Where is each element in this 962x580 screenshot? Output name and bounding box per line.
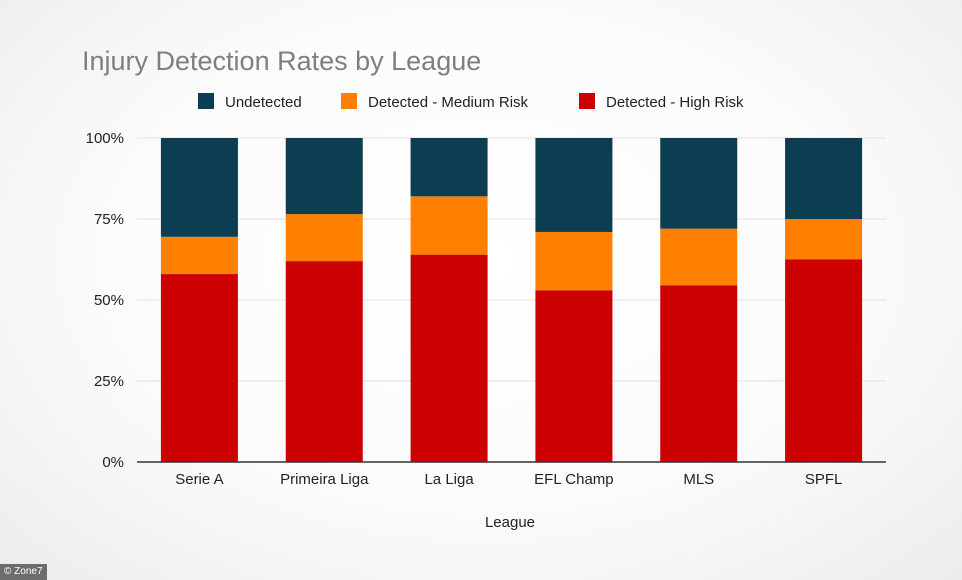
- bar-primeira-liga-detected-medium-risk: [285, 214, 363, 262]
- credit-label: © Zone7: [0, 564, 47, 580]
- bar-serie-a-undetected: [160, 138, 238, 237]
- x-tick-label: Serie A: [175, 471, 223, 488]
- y-tick-label: 100%: [86, 130, 124, 147]
- bar-mls-detected-medium-risk: [660, 228, 738, 286]
- legend-swatch-detected-high-risk: [579, 93, 595, 109]
- bar-spfl-undetected: [785, 138, 863, 219]
- bar-spfl-detected-medium-risk: [785, 219, 863, 260]
- x-tick-label: MLS: [683, 471, 714, 488]
- y-tick-label: 50%: [94, 292, 124, 309]
- bar-serie-a-detected-medium-risk: [160, 236, 238, 275]
- legend-label-detected-high-risk: Detected - High Risk: [606, 94, 744, 111]
- legend-swatch-undetected: [198, 93, 214, 109]
- x-axis: Serie A Primeira Liga La Liga EFL Champ MLS S…: [137, 461, 886, 488]
- y-tick-label: 0%: [102, 454, 124, 471]
- legend: Undetected Detected - Medium Risk Detected…: [198, 93, 744, 111]
- gridlines: [137, 137, 886, 382]
- legend-label-undetected: Undetected: [225, 94, 302, 111]
- y-tick-label: 75%: [94, 211, 124, 228]
- bar-la-liga-detected-medium-risk: [410, 196, 488, 255]
- bar-la-liga-detected-high-risk: [410, 254, 488, 462]
- legend-swatch-detected-medium-risk: [341, 93, 357, 109]
- chart-title: Injury Detection Rates by League: [82, 46, 481, 76]
- bar-mls-undetected: [660, 138, 738, 229]
- x-axis-title: League: [485, 514, 535, 531]
- bar-primeira-liga-undetected: [285, 138, 363, 215]
- bar-la-liga-undetected: [410, 138, 488, 197]
- x-tick-label: SPFL: [805, 471, 843, 488]
- bars: [160, 138, 863, 462]
- y-axis: 0% 25% 50% 75% 100%: [86, 130, 124, 471]
- x-tick-label: Primeira Liga: [280, 471, 369, 488]
- x-tick-label: La Liga: [424, 471, 474, 488]
- bar-spfl-detected-high-risk: [785, 259, 863, 462]
- y-tick-label: 25%: [94, 373, 124, 390]
- bar-mls-detected-high-risk: [660, 285, 738, 462]
- bar-efl-champ-undetected: [535, 138, 613, 232]
- bar-efl-champ-detected-medium-risk: [535, 231, 613, 291]
- bar-primeira-liga-detected-high-risk: [285, 261, 363, 462]
- legend-label-detected-medium-risk: Detected - Medium Risk: [368, 94, 529, 111]
- bar-serie-a-detected-high-risk: [160, 274, 238, 462]
- bar-efl-champ-detected-high-risk: [535, 290, 613, 462]
- x-tick-label: EFL Champ: [534, 471, 613, 488]
